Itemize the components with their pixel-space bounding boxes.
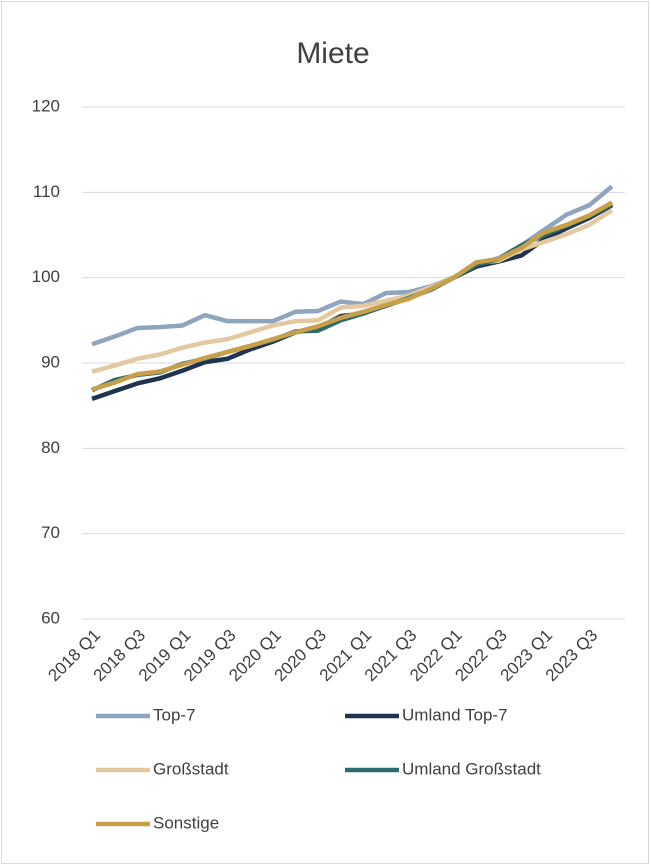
- y-tick-label: 120: [32, 96, 60, 115]
- y-tick-label: 90: [41, 352, 60, 371]
- series-line: [91, 208, 614, 374]
- y-tick-label: 100: [32, 267, 60, 286]
- legend-label: Top-7: [153, 705, 196, 724]
- chart-title: Miete: [296, 37, 369, 70]
- y-tick-label: 70: [41, 523, 60, 542]
- y-tick-label: 60: [41, 608, 60, 627]
- legend-label: Umland Großstadt: [402, 759, 541, 778]
- legend-label: Sonstige: [153, 813, 219, 832]
- y-tick-label: 80: [41, 438, 60, 457]
- series-line: [91, 200, 614, 392]
- legend-label: Umland Top-7: [402, 705, 508, 724]
- y-tick-label: 110: [33, 182, 60, 201]
- legend-label: Großstadt: [153, 759, 229, 778]
